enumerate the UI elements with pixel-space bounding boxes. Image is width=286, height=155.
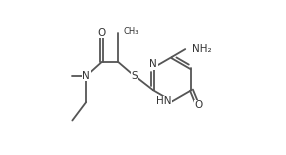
- Text: NH₂: NH₂: [192, 44, 212, 54]
- Text: HN: HN: [156, 96, 171, 106]
- Text: O: O: [194, 100, 202, 110]
- Text: N: N: [149, 59, 157, 69]
- Text: CH₃: CH₃: [124, 27, 139, 36]
- Text: N: N: [82, 71, 90, 81]
- Text: S: S: [131, 71, 138, 81]
- Text: O: O: [98, 28, 106, 38]
